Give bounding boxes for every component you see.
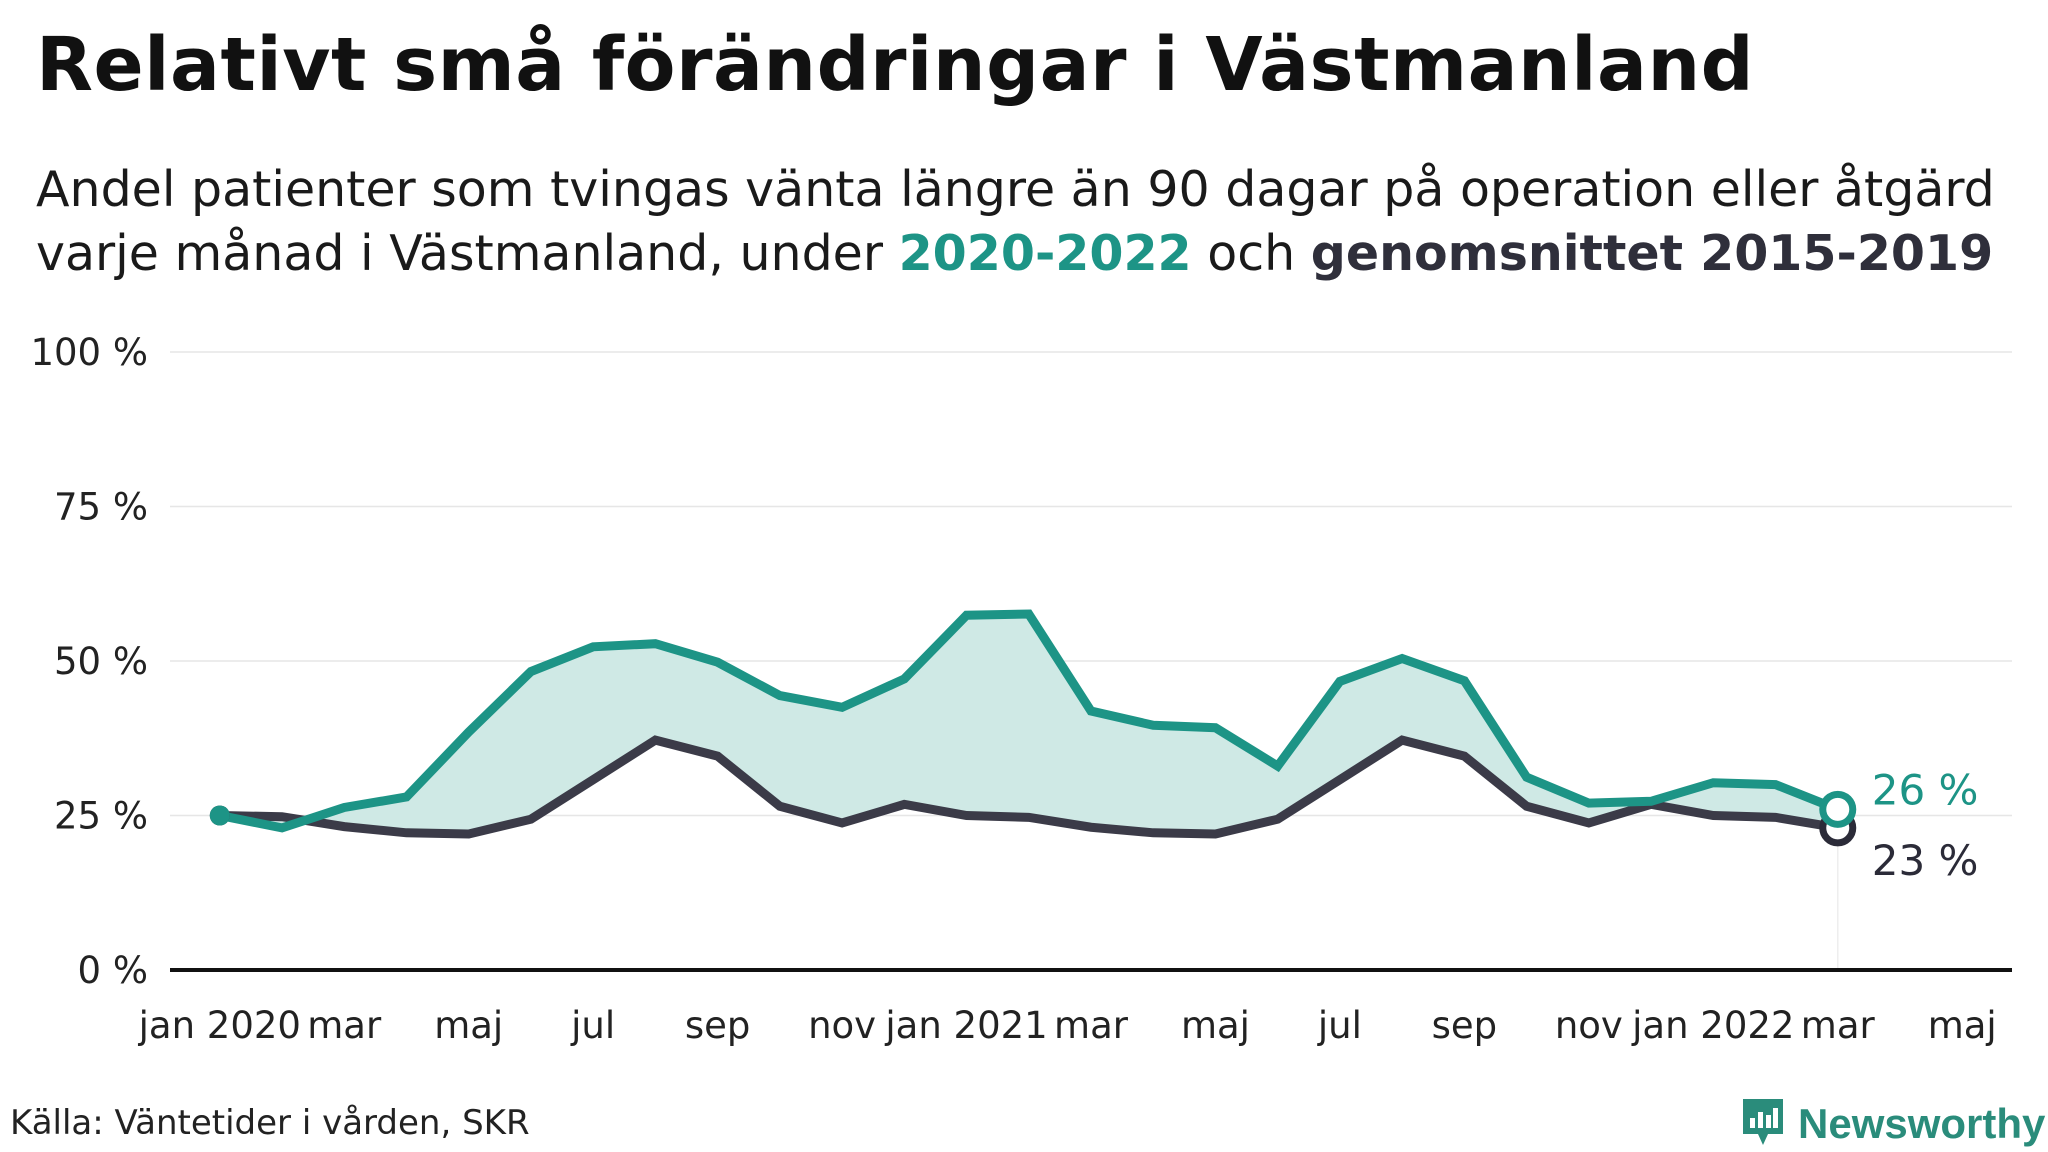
start-point-current bbox=[209, 805, 230, 826]
x-tick-label: jan 2020 bbox=[138, 1004, 301, 1047]
legend-average-period: genomsnittet 2015-2019 bbox=[1310, 225, 1994, 282]
series-line-average bbox=[215, 735, 1843, 839]
y-tick-label: 75 % bbox=[54, 486, 148, 529]
legend-current-period: 2020-2022 bbox=[898, 225, 1192, 282]
x-tick-label: jan 2021 bbox=[884, 1004, 1047, 1047]
x-tick-label: mar bbox=[1054, 1004, 1129, 1047]
chart-subtitle: Andel patienter som tvingas vänta längre… bbox=[36, 158, 1995, 286]
x-tick-label: jul bbox=[570, 1004, 615, 1047]
x-tick-label: maj bbox=[1928, 1004, 1997, 1047]
subtitle-prefix: varje månad i Västmanland, under bbox=[36, 225, 899, 282]
y-tick-label: 50 % bbox=[54, 640, 148, 683]
brand-logo[interactable]: Newsworthy bbox=[1740, 1096, 2045, 1152]
end-label-average: 23 % bbox=[1872, 836, 1979, 885]
x-tick-label: jan 2022 bbox=[1631, 1004, 1794, 1047]
subtitle-line-1: Andel patienter som tvingas vänta längre… bbox=[36, 161, 1995, 218]
chart-title: Relativt små förändringar i Västmanland bbox=[36, 22, 1755, 108]
subtitle-line-2: varje månad i Västmanland, under 2020-20… bbox=[36, 222, 1995, 286]
newsworthy-logo-icon bbox=[1740, 1096, 1786, 1152]
y-tick-label: 25 % bbox=[54, 795, 148, 838]
y-tick-label: 100 % bbox=[30, 331, 148, 374]
end-point-current bbox=[1819, 790, 1857, 828]
x-tick-label: mar bbox=[1801, 1004, 1876, 1047]
x-tick-label: jul bbox=[1317, 1004, 1362, 1047]
difference-area bbox=[219, 614, 1838, 835]
x-tick-label: mar bbox=[307, 1004, 382, 1047]
subtitle-middle: och bbox=[1191, 225, 1311, 282]
end-label-current: 26 % bbox=[1872, 765, 1979, 814]
series-line-current bbox=[215, 609, 1843, 833]
x-tick-label: sep bbox=[685, 1004, 751, 1047]
y-tick-label: 0 % bbox=[78, 949, 148, 992]
x-tick-label: maj bbox=[1181, 1004, 1250, 1047]
x-tick-label: nov bbox=[1555, 1004, 1623, 1047]
x-tick-label: nov bbox=[808, 1004, 876, 1047]
source-note: Källa: Väntetider i vården, SKR bbox=[10, 1103, 530, 1143]
x-tick-label: maj bbox=[434, 1004, 503, 1047]
x-tick-label: sep bbox=[1432, 1004, 1498, 1047]
brand-name: Newsworthy bbox=[1798, 1100, 2046, 1147]
